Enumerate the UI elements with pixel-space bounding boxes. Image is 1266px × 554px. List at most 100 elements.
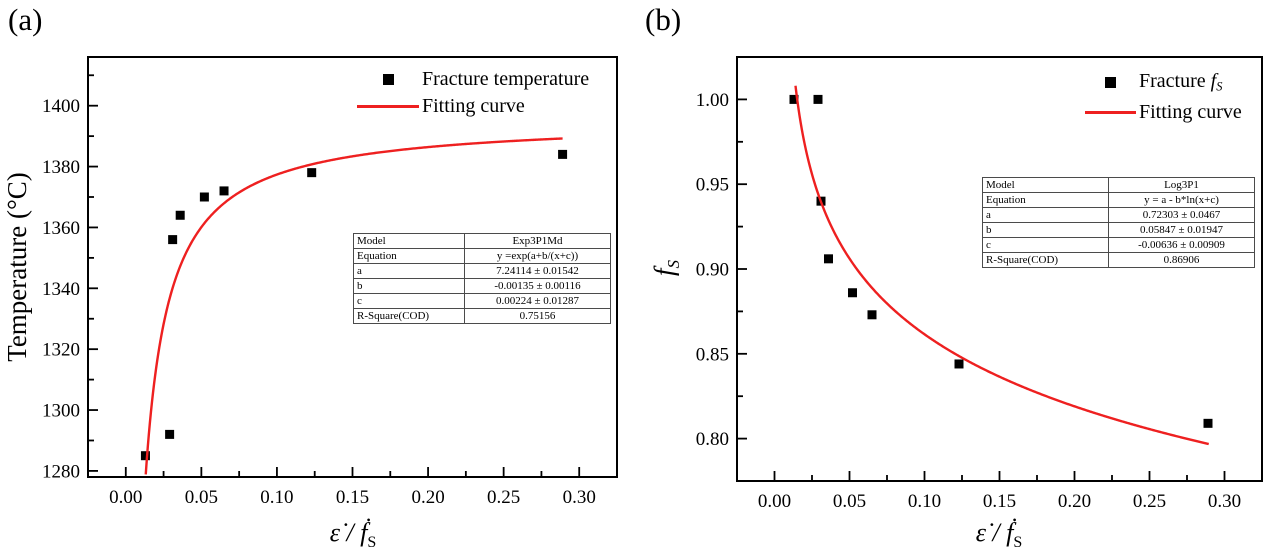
table-cell-label: R-Square(COD) [353,308,465,324]
y-tick-label: 0.90 [696,260,729,281]
legend-square-marker [357,73,419,85]
table-cell-value: 0.05847 ± 0.01947 [1108,222,1255,238]
x-tick-label: 0.15 [983,491,1016,512]
table-row: Equation y = a - b*ln(x+c) [982,192,1255,208]
table-cell-value: Exp3P1Md [464,233,611,249]
x-axis-title: ε̇ / ḟS [330,518,377,551]
data-point-marker [1203,418,1213,428]
data-point-marker [165,429,175,439]
legend-label: Fitting curve [1139,102,1242,122]
label-run: / [340,518,360,547]
legend-entry-data-marker: Fracture fS [1085,71,1222,93]
plot-border [736,56,1263,482]
legend-entry-data-marker: Fracture temperature [357,68,589,90]
y-tick-label: 1380 [42,157,80,178]
y-axis-title: Temperature (°C) [2,172,32,362]
panel-b: (b) 0.00 0.05 0.10 0.15 0.20 0.25 0.30 0.80 0.85… [633,0,1266,554]
table-cell-label: a [353,263,465,279]
table-row: R-Square(COD) 0.75156 [353,308,611,324]
table-cell-value: y =exp(a+b/(x+c)) [464,248,611,264]
x-tick-label: 0.20 [411,487,444,508]
table-cell-label: b [982,222,1109,238]
black-square-swatch [1105,76,1116,88]
x-tick-label: 0.10 [908,491,941,512]
table-row: c 0.00224 ± 0.01287 [353,293,611,309]
label-run: f [649,265,679,276]
y-tick-label: 1300 [42,401,80,422]
x-tick-label: 0.00 [758,491,791,512]
table-cell-label: R-Square(COD) [982,252,1109,268]
data-point-marker [848,288,857,298]
label-run: Temperature (°C) [2,172,32,362]
x-tick-label: 0.15 [336,487,369,508]
fitting-curve [144,137,563,475]
fit-parameter-table-a: Model Exp3P1Md Equation y =exp(a+b/(x+c)) a 7… [353,233,611,324]
fit-results-table: Model Exp3P1Md Equation y =exp(a+b/(x+c)) a 7… [353,233,611,324]
legend-label-run: Fracture temperature [422,68,590,90]
x-tick-label: 0.10 [260,487,293,508]
table-row: Model Log3P1 [982,177,1255,193]
table-cell-value: 0.86906 [1108,252,1255,268]
y-tick-label: 1320 [42,340,80,361]
y-tick-label: 1.00 [696,90,729,111]
data-point-marker [199,192,209,202]
panel-a: (a) 0.00 0.05 0.10 0.15 0.20 0.25 0.30 1280 1300… [2,2,618,551]
legend-line-sample [1085,110,1136,114]
table-row: b -0.00135 ± 0.00116 [353,278,611,294]
red-line-swatch [1085,110,1136,114]
legend-line-sample [357,104,419,108]
black-square-swatch [382,73,394,85]
table-row: a 0.72303 ± 0.0467 [982,207,1255,223]
legend-square-marker [1085,76,1136,88]
label-run: S [1013,534,1022,551]
table-cell-label: c [353,293,465,309]
table-cell-value: 0.00224 ± 0.01287 [464,293,611,309]
x-tick-label: 0.20 [1058,491,1091,512]
y-tick-label: 0.85 [696,344,729,365]
data-point-marker [813,94,823,104]
legend-label-run: Fracture [1139,70,1211,93]
table-cell-label: Model [982,177,1109,193]
label-run: / [986,518,1006,547]
table-cell-label: Equation [982,192,1109,208]
y-tick-label: 1280 [42,461,80,482]
table-row: Model Exp3P1Md [353,233,611,249]
table-row: Equation y =exp(a+b/(x+c)) [353,248,611,264]
data-point-marker [307,168,317,178]
table-cell-value: 0.72303 ± 0.0467 [1108,207,1255,223]
legend-label-run: S [1216,79,1223,94]
legend-entry-fit-line: Fitting curve [1085,101,1242,123]
y-tick-label: 1340 [42,279,80,300]
table-row: b 0.05847 ± 0.01947 [982,222,1255,238]
table-cell-label: b [353,278,465,294]
legend-label-run: Fitting curve [422,95,525,117]
table-cell-value: -0.00636 ± 0.00909 [1108,237,1255,253]
chart-b-fracture-solid-fraction: 0.00 0.05 0.10 0.15 0.20 0.25 0.30 0.80 0.85 0.90… [649,56,1263,551]
chart-a-fracture-temperature: 0.00 0.05 0.10 0.15 0.20 0.25 0.30 1280 1300 1320… [2,56,618,551]
legend-label-run: Fitting curve [1139,101,1242,123]
table-cell-value: y = a - b*ln(x+c) [1108,192,1255,208]
plot-border [87,56,618,478]
data-point-marker [824,254,833,264]
x-tick-label: 0.05 [185,487,218,508]
x-tick-label: 0.25 [487,487,520,508]
fit-parameter-table-b: Model Log3P1 Equation y = a - b*ln(x+c) a 0.7… [982,177,1255,268]
table-row: R-Square(COD) 0.86906 [982,252,1255,268]
fitting-curve [794,85,1210,446]
table-cell-label: a [982,207,1109,223]
table-cell-label: Model [353,233,465,249]
panel-label-a: (a) [8,2,43,37]
legend-label: Fracture fS [1139,71,1222,93]
data-point-marker [168,235,178,245]
legend-label: Fracture temperature [422,69,589,89]
data-point-marker [789,94,799,104]
x-tick-label: 0.30 [563,487,596,508]
table-row: a 7.24114 ± 0.01542 [353,263,611,279]
data-point-marker [219,186,229,196]
red-line-swatch [357,104,419,108]
data-point-marker [954,359,964,369]
table-cell-value: Log3P1 [1108,177,1255,193]
table-cell-label: c [982,237,1109,253]
x-tick-label: 0.25 [1133,491,1166,512]
x-axis-title: ε̇ / ḟS [976,518,1023,551]
